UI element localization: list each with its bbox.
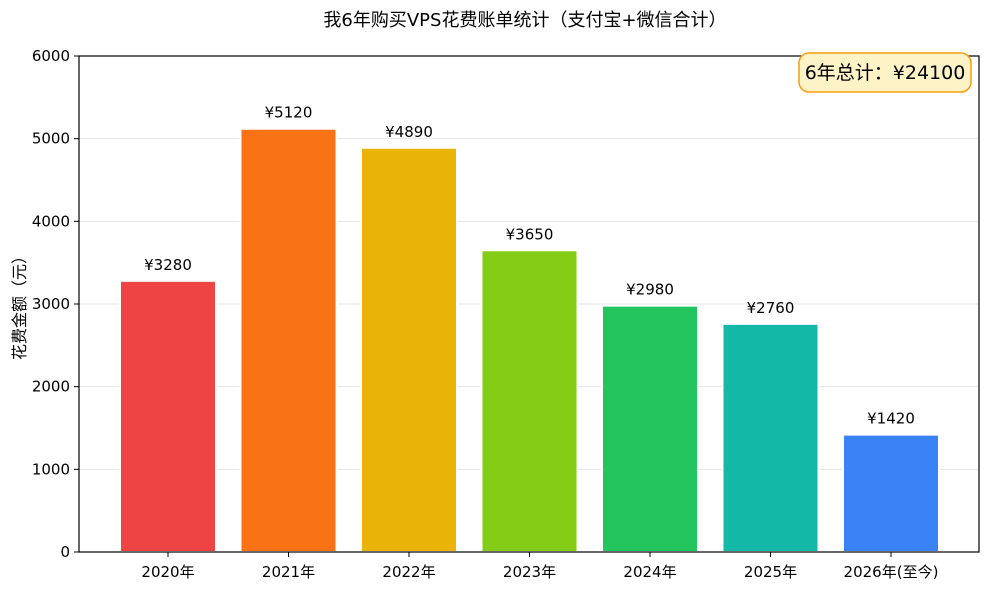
x-tick-label: 2022年 xyxy=(382,563,435,581)
bar xyxy=(842,433,940,554)
bar xyxy=(119,279,217,553)
bar-value-label: ¥3650 xyxy=(506,225,554,243)
x-tick-label: 2021年 xyxy=(262,563,315,581)
y-axis-label: 花费金额（元） xyxy=(10,248,29,360)
total-annotation: 6年总计：¥24100 xyxy=(798,52,972,93)
y-tick-label: 1000 xyxy=(32,460,70,478)
bar xyxy=(601,304,699,553)
bar-value-label: ¥2980 xyxy=(626,281,674,299)
bar-value-label: ¥2760 xyxy=(747,299,795,317)
bars xyxy=(119,127,940,554)
y-tick-label: 4000 xyxy=(32,212,70,230)
x-tick-label: 2024年 xyxy=(623,563,676,581)
bar-value-label: ¥5120 xyxy=(265,104,313,122)
bar-value-labels: ¥3280 ¥5120 ¥4890 ¥3650 ¥2980 ¥2760 ¥1420 xyxy=(144,104,915,428)
total-annotation-box xyxy=(798,52,972,93)
bar xyxy=(721,322,820,553)
x-tick-label: 2026年(至今) xyxy=(844,563,939,581)
bar-value-label: ¥1420 xyxy=(867,410,915,428)
x-tick-label: 2023年 xyxy=(503,563,556,581)
y-tick-label: 5000 xyxy=(32,130,70,148)
bar xyxy=(239,127,338,553)
total-annotation-text: 6年总计：¥24100 xyxy=(805,62,966,84)
bar xyxy=(480,249,579,553)
bar-value-label: ¥4890 xyxy=(385,123,433,141)
x-axis-ticks: 2020年 2021年 2022年 2023年 2024年 2025年 2026年(至今) xyxy=(141,552,938,581)
x-tick-label: 2025年 xyxy=(744,563,797,581)
chart-title: 我6年购买VPS花费账单统计（支付宝+微信合计） xyxy=(323,10,726,31)
y-tick-label: 0 xyxy=(60,543,70,561)
y-axis-ticks: 0 1000 2000 3000 4000 5000 6000 xyxy=(32,47,79,561)
y-tick-label: 2000 xyxy=(32,378,70,396)
bar-value-label: ¥3280 xyxy=(144,256,192,274)
x-tick-label: 2020年 xyxy=(141,563,194,581)
y-tick-label: 6000 xyxy=(32,47,70,65)
bar xyxy=(360,146,458,553)
y-tick-label: 3000 xyxy=(32,295,70,313)
